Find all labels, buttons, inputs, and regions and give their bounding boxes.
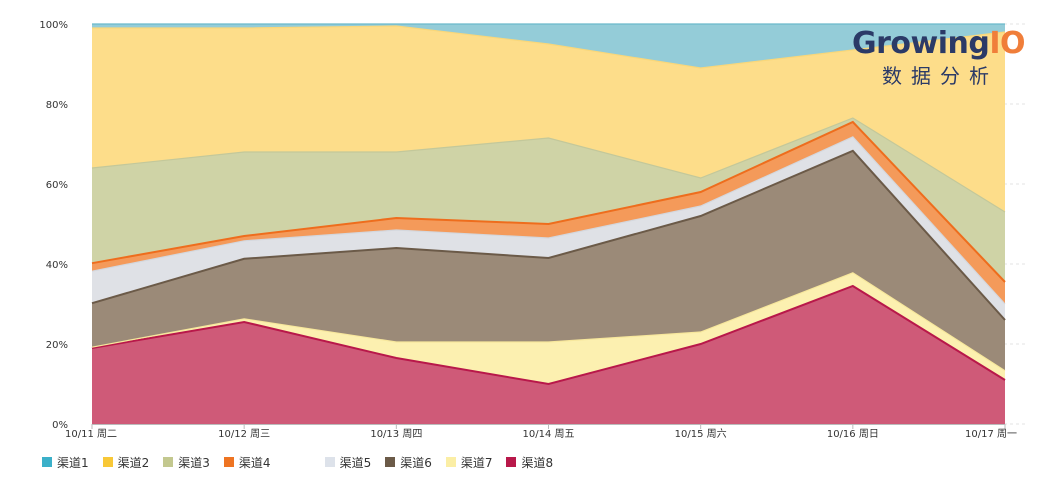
legend-item-8[interactable]: 渠道8 (506, 454, 553, 471)
area-series-渠道8[interactable] (92, 286, 1005, 424)
x-tick-label: 10/15 周六 (675, 428, 727, 440)
area-series-渠道4[interactable] (92, 122, 1005, 304)
legend-swatch-1 (42, 457, 52, 467)
logo-brand: GrowingIO (852, 26, 1032, 62)
line-series-渠道6 (91, 149, 1006, 321)
legend-label-8: 渠道8 (521, 455, 554, 470)
line-series-渠道3 (91, 117, 1006, 213)
x-tick-label: 10/16 周日 (827, 428, 879, 440)
y-tick-label: 80% (46, 100, 68, 111)
legend-label-4: 渠道4 (238, 455, 271, 470)
legend-label-2: 渠道2 (117, 455, 150, 470)
legend-item-3[interactable]: 渠道3 (163, 454, 210, 471)
y-tick-label: 40% (46, 260, 68, 271)
legend-item-1[interactable]: 渠道1 (42, 454, 89, 471)
area-series-渠道3[interactable] (92, 118, 1005, 282)
y-tick-label: 60% (46, 180, 68, 191)
legend-swatch-5 (324, 457, 335, 467)
y-tick-label: 20% (46, 340, 68, 351)
legend-swatch-3 (163, 457, 174, 467)
area-series-渠道6[interactable] (92, 150, 1005, 371)
y-tick-label: 100% (39, 20, 68, 31)
area-series-渠道2[interactable] (92, 26, 1005, 212)
legend-item-6[interactable]: 渠道6 (385, 454, 432, 471)
legend-item-7[interactable]: 渠道7 (445, 454, 493, 471)
line-series-渠道4 (91, 120, 1006, 283)
logo-brand-main: Growing (852, 26, 990, 61)
legend-swatch-4 (223, 457, 234, 467)
legend-swatch-8 (506, 457, 517, 467)
x-tick-label: 10/14 周五 (523, 428, 575, 440)
legend-label-3: 渠道3 (178, 455, 210, 470)
logo-brand-accent: IO (989, 26, 1026, 61)
x-tick-label: 10/13 周四 (370, 428, 422, 440)
legend-swatch-7 (445, 457, 456, 467)
line-series-渠道7 (91, 272, 1006, 372)
legend-label-5: 渠道5 (339, 455, 372, 470)
line-series-渠道5 (91, 136, 1006, 305)
legend-swatch-2 (102, 457, 113, 467)
line-series-渠道8 (91, 284, 1006, 386)
y-tick-label: 0% (52, 420, 68, 431)
x-tick-label: 10/17 周一 (965, 428, 1017, 440)
logo-subtitle: 数据分析 (882, 64, 998, 88)
x-tick-label: 10/12 周三 (218, 428, 270, 440)
growingio-logo: GrowingIO 数据分析 (852, 26, 1032, 90)
legend-label-7: 渠道7 (460, 455, 493, 470)
legend-swatch-6 (385, 457, 396, 467)
legend-label-1: 渠道1 (57, 455, 89, 470)
legend-item-4[interactable]: 渠道4 (223, 454, 271, 471)
legend-item-5[interactable]: 渠道5 (324, 454, 372, 471)
chart-legend: 渠道1 渠道2 渠道3 渠道4 渠道5 渠道6 渠道7 渠道8 (42, 452, 567, 472)
legend-label-6: 渠道6 (400, 455, 432, 470)
line-series-渠道2 (92, 25, 1006, 69)
x-tick-label: 10/11 周二 (65, 428, 117, 440)
legend-item-2[interactable]: 渠道2 (102, 454, 150, 471)
area-series-渠道1[interactable] (92, 24, 1005, 68)
